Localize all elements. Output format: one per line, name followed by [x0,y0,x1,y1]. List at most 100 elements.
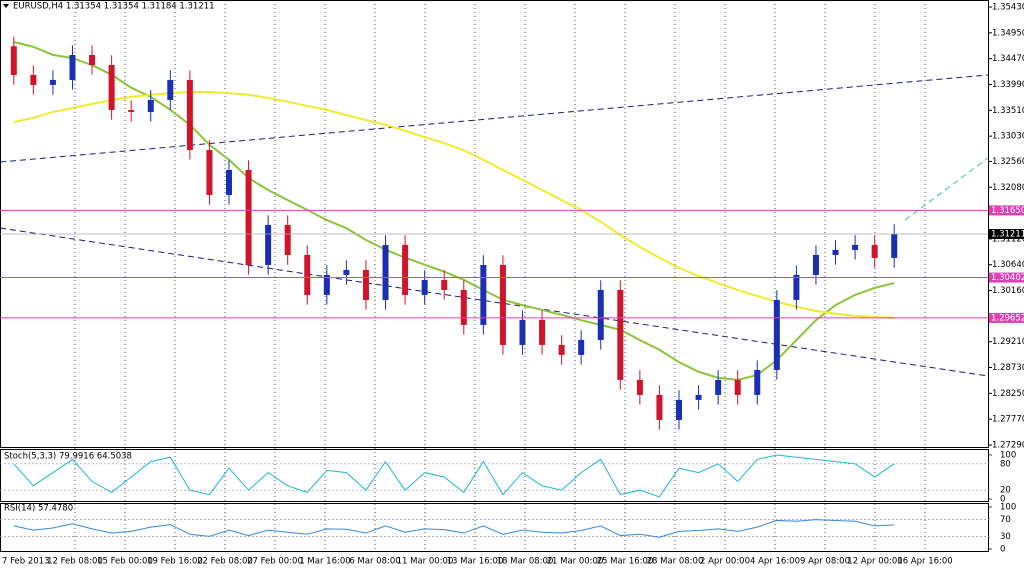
candle-body [832,249,839,255]
x-tick-label: 7 Feb 2013 [2,557,50,567]
trend-extension [904,157,989,221]
level-tag [989,272,1024,283]
x-tick-label: 9 Apr 08:00 [800,557,850,567]
x-tick-label: 18 Mar 08:00 [497,557,554,567]
y-tick-label: 1.33030 [992,132,1024,142]
candle-body [519,319,526,345]
candle-body [245,169,252,265]
candle-body [812,254,819,275]
candle-body [891,234,898,258]
x-tick-label: 21 Mar 00:00 [547,557,604,567]
indicator-title: RSI(14) 57.4780 [4,504,73,514]
level-label: 1.30402 [991,273,1024,283]
level-tag [989,312,1024,323]
candle-body [558,344,565,355]
candle-body [578,339,585,355]
y-tick-label: 1.29210 [992,337,1024,347]
candle-body [343,269,350,275]
candle-body [617,289,624,380]
y-tick-label: 70 [1000,515,1011,525]
x-tick-label: 1 Mar 16:00 [299,557,350,567]
candle-body [265,224,272,265]
y-tick-label: 1.32560 [992,157,1024,167]
candle-body [323,274,330,295]
y-tick-label: 1.34950 [992,28,1024,38]
last-price-tag [989,229,1024,240]
y-tick-label: 1.32080 [992,183,1024,193]
y-tick-label: 100 [1000,503,1016,513]
candle-body [421,279,428,295]
candle-body [773,299,780,370]
candle-body [597,289,604,340]
y-tick-label: 1.27290 [992,441,1024,451]
x-tick-label: 27 Feb 00:00 [247,557,303,567]
y-tick-label: 1.28730 [992,363,1024,373]
x-tick-label: 22 Feb 08:00 [197,557,253,567]
x-tick-label: 25 Mar 16:00 [597,557,654,567]
candle-body [695,394,702,400]
main-panel [0,0,989,448]
candle-body [362,269,369,300]
x-tick-label: 2 Apr 00:00 [700,557,750,567]
candle-body [206,149,213,195]
y-tick-label: 1.30160 [992,286,1024,296]
y-tick-label: 1.34470 [992,54,1024,64]
header: EURUSD,H4 1.31354 1.31354 1.31184 1.3121… [13,2,215,12]
candle-body [734,379,741,395]
candle-body [754,369,761,395]
moving-average [13,91,895,320]
candle-body [402,244,409,295]
y-tick-label: 1.27770 [992,415,1024,425]
rsi-panel [0,503,989,552]
y-tick-label: 80 [1000,459,1011,469]
y-tick-label: 20 [1000,486,1011,496]
candle-body [715,379,722,395]
y-tick-label: 1.31120 [992,234,1024,244]
y-tick-label: 0 [1000,495,1005,505]
candle-body [676,399,682,420]
x-tick-label: 12 Apr 00:00 [847,557,902,567]
y-tick-label: 1.28250 [992,389,1024,399]
candle-body [852,244,859,250]
candle-body [69,54,76,80]
stoch-panel [0,449,989,502]
x-tick-label: 4 Apr 16:00 [750,557,800,567]
candle-body [284,224,291,255]
indicator-title: Stoch(5,3,3) 79.9916 64.5038 [4,452,132,462]
candle-body [89,54,96,66]
indicator-line [13,454,895,498]
candle-body [30,74,37,85]
candle-body [871,244,878,258]
candle-body [441,279,448,290]
level-label: 1.29652 [991,313,1024,323]
y-tick-label: 100 [1000,451,1016,461]
candle-body [304,254,311,295]
y-tick-label: 1.33990 [992,80,1024,90]
x-tick-label: 15 Feb 00:00 [97,557,153,567]
level-label: 1.31650 [991,206,1024,216]
y-tick-label: 1.35430 [992,2,1024,12]
menu-arrow[interactable] [3,4,9,8]
moving-average [13,41,895,381]
y-tick-label: 1.33510 [992,106,1024,116]
candle-body [147,99,154,112]
level-tag [989,205,1024,216]
candle-body [226,169,232,195]
candle-body [499,264,506,345]
y-tick-label: 30 [1000,532,1011,542]
x-tick-label: 12 Feb 08:00 [47,557,103,567]
x-tick-label: 11 Mar 00:00 [397,557,454,567]
candle-body [186,79,193,150]
candle-body [108,65,115,110]
candle-body [539,319,546,345]
last-price-label: 1.31211 [991,230,1024,240]
candle-body [382,244,389,300]
candle-body [636,379,643,395]
x-tick-label: 28 Mar 08:00 [647,557,704,567]
y-tick-label: 1.30640 [992,260,1024,270]
candle-body [167,79,174,100]
trend-line [0,74,989,163]
indicator-line [13,519,895,538]
